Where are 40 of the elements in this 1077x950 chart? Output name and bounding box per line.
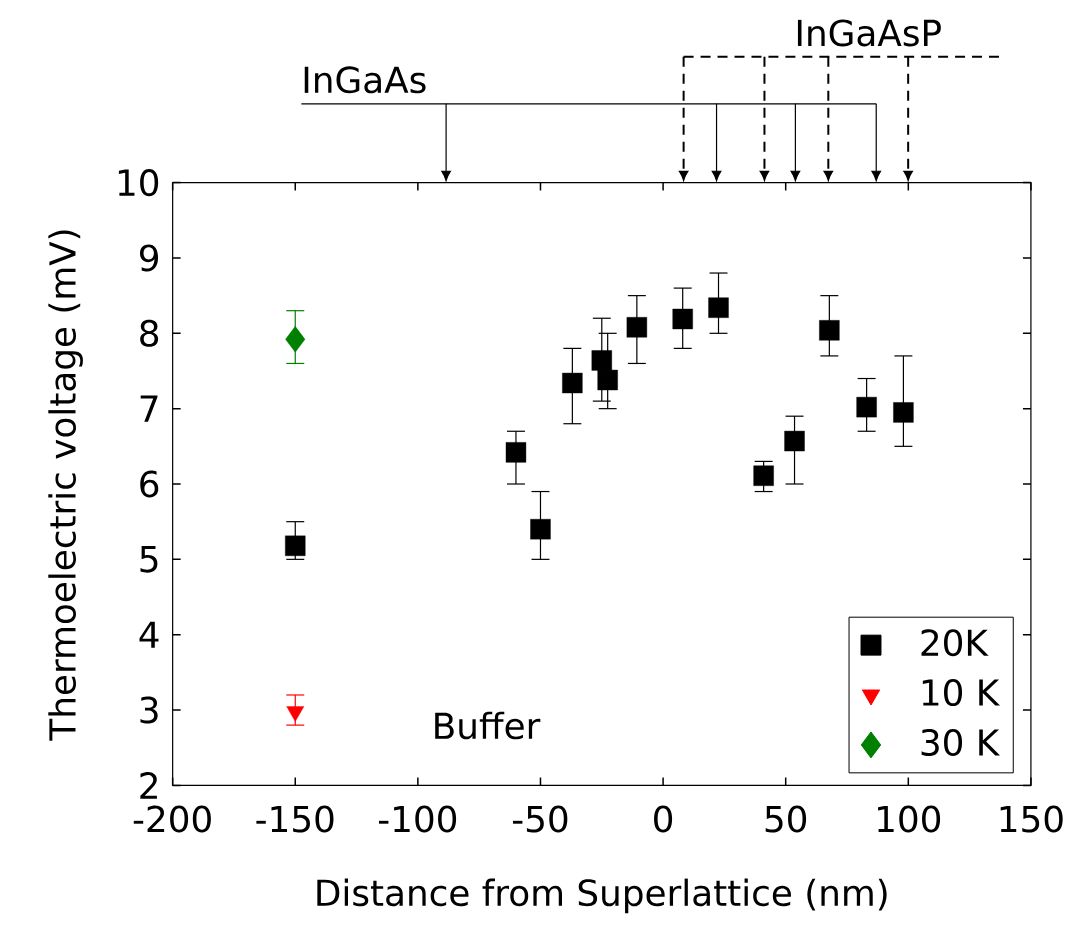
x-tick-label: -50 [513, 805, 568, 833]
y-tick-label: 4 [139, 621, 159, 648]
x-tick-label: -100 [379, 805, 457, 833]
point [591, 350, 612, 371]
point [819, 320, 840, 341]
y-axis-title: Thermoelectric voltage (mV) [48, 230, 83, 741]
point [672, 308, 693, 330]
x-tick-label: -150 [256, 805, 334, 833]
y-tick-label: 7 [140, 395, 158, 422]
annotation: Buffer [435, 711, 541, 740]
point [505, 442, 527, 463]
point [597, 369, 618, 391]
point [626, 317, 648, 338]
y-tick-label: 6 [140, 470, 159, 498]
y-tick-label: 2 [140, 772, 157, 799]
legend-label: 30 K [921, 728, 1000, 756]
point [530, 519, 551, 540]
y-tick-label: 10 [118, 169, 159, 197]
text: InGaAs [304, 66, 426, 94]
point [893, 402, 914, 423]
y-tick-label: 8 [140, 319, 159, 347]
x-tick-label: 150 [1000, 805, 1063, 833]
point [708, 297, 729, 318]
point [285, 326, 306, 353]
point [562, 372, 583, 394]
x-tick-label: 100 [878, 805, 941, 833]
x-tick-label: 50 [765, 805, 807, 833]
y-tick-label: 5 [140, 546, 158, 573]
x-axis-title: Distance from Superlattice (nm) [317, 878, 887, 914]
x-tick-label: -200 [133, 805, 211, 833]
y-tick-label: 9 [140, 244, 159, 272]
y-tick-label: 3 [140, 696, 158, 724]
text: InGaAsP [797, 19, 941, 47]
point [285, 535, 306, 556]
point [753, 465, 774, 486]
x-tick-label: 0 [654, 805, 673, 833]
point [784, 430, 805, 452]
point [856, 396, 877, 418]
legend-label: 10 K [922, 679, 1000, 707]
legend-label: 20K [921, 629, 989, 657]
